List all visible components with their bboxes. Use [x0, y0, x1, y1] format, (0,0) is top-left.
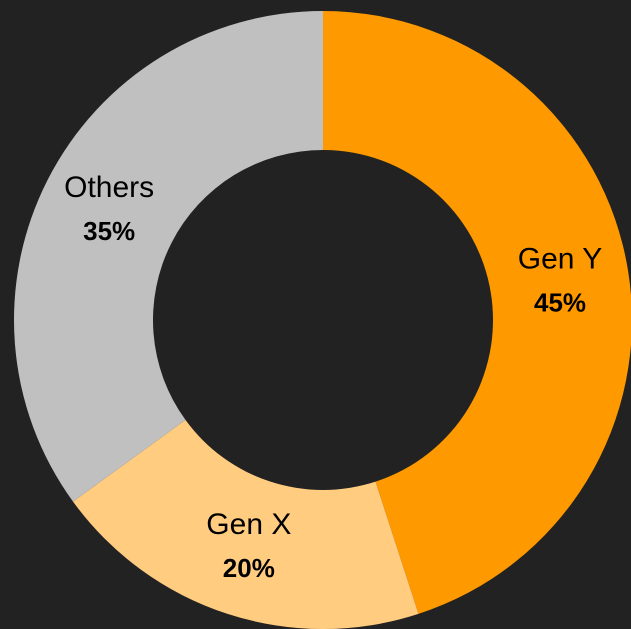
slice-value-label: 35% — [83, 216, 135, 246]
donut-slice — [323, 11, 631, 614]
donut-slice — [73, 419, 419, 629]
slice-value-label: 20% — [223, 553, 275, 583]
slice-label: Gen X — [206, 508, 291, 541]
slice-label: Others — [64, 171, 154, 204]
slice-label: Gen Y — [518, 242, 603, 275]
slice-value-label: 45% — [534, 287, 586, 317]
donut-slice — [13, 11, 323, 502]
